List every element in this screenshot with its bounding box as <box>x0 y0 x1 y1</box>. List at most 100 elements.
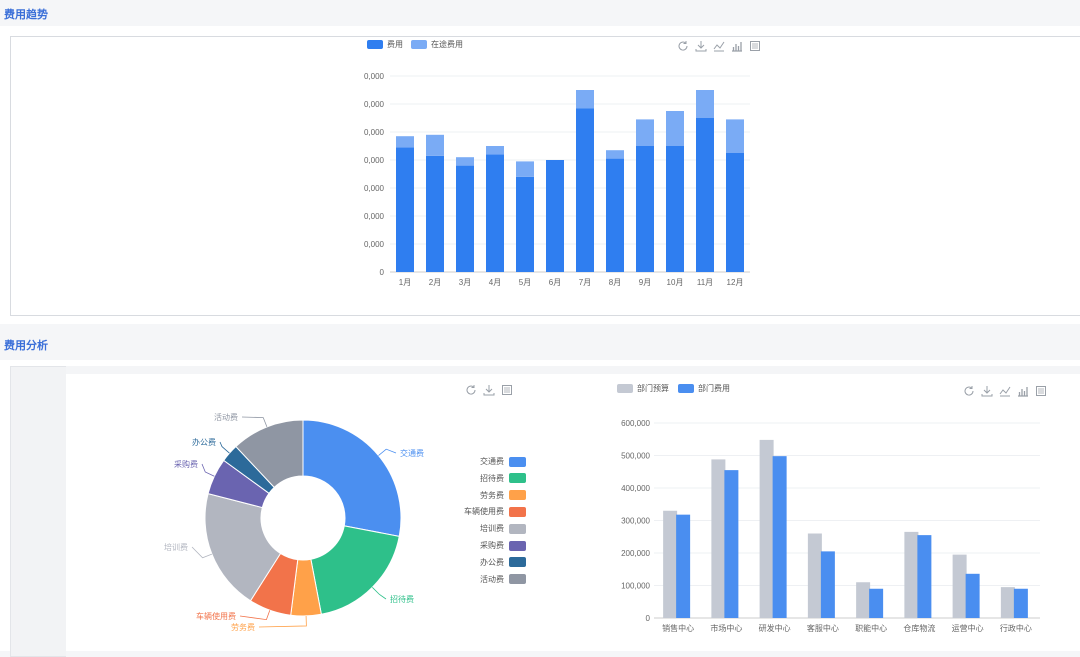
pie-legend-item[interactable]: 招待费 <box>458 473 526 484</box>
legend-dept-expense[interactable]: 部门费用 <box>678 383 730 394</box>
x-tick-label: 运营中心 <box>952 623 984 633</box>
x-tick-label: 销售中心 <box>662 623 694 633</box>
budget-bar <box>856 582 871 618</box>
download-icon[interactable] <box>695 40 707 52</box>
refresh-icon[interactable] <box>963 385 975 397</box>
pie-legend-swatch <box>509 574 526 585</box>
line-chart-icon[interactable] <box>713 40 725 52</box>
legend-in-transit[interactable]: 在途费用 <box>411 39 463 50</box>
expense-bar <box>666 146 684 272</box>
data-view-icon[interactable] <box>749 40 761 52</box>
pie-legend-label: 劳务费 <box>480 490 504 500</box>
pie-slice-label: 采购费 <box>174 459 198 469</box>
expense-bar <box>576 108 594 272</box>
refresh-icon[interactable] <box>677 40 689 52</box>
download-icon[interactable] <box>483 384 495 396</box>
trend-section-title: 费用趋势 <box>4 9 48 21</box>
pie-legend-swatch <box>509 490 526 501</box>
x-tick-label: 2月 <box>429 278 441 287</box>
y-tick-label: 200,000 <box>621 549 650 558</box>
pie-legend-item[interactable]: 交通费 <box>458 456 526 467</box>
budget-bar <box>904 531 919 618</box>
expense-bar <box>516 176 534 272</box>
dept-toolbox <box>963 385 1047 397</box>
y-tick-label: 0,000 <box>364 128 385 137</box>
pie-slice-label: 招待费 <box>390 594 414 604</box>
pie-legend-item[interactable]: 采购费 <box>458 540 526 551</box>
legend-budget[interactable]: 部门预算 <box>617 383 669 394</box>
pie-legend-swatch <box>509 473 526 484</box>
y-tick-label: 0,000 <box>364 240 385 249</box>
in-transit-bar <box>606 150 624 159</box>
dept-expense-bar <box>772 456 787 618</box>
data-view-icon[interactable] <box>1035 385 1047 397</box>
pie-legend-label: 招待费 <box>480 473 504 483</box>
expense-bar <box>396 147 414 272</box>
in-transit-bar <box>486 146 504 155</box>
x-tick-label: 3月 <box>459 278 471 287</box>
x-tick-label: 4月 <box>489 278 501 287</box>
dept-expense-bar <box>820 551 835 618</box>
pie-label-line <box>201 463 215 477</box>
pie-legend-item[interactable]: 车辆使用费 <box>458 506 526 517</box>
y-tick-label: 0,000 <box>364 156 385 165</box>
y-tick-label: 400,000 <box>621 484 650 493</box>
x-tick-label: 客服中心 <box>807 623 839 633</box>
pie-label-line <box>372 587 387 600</box>
legend-budget-swatch <box>617 384 633 393</box>
analysis-section-title: 费用分析 <box>4 340 48 352</box>
in-transit-bar <box>456 157 474 166</box>
legend-expense[interactable]: 费用 <box>367 39 403 50</box>
pie-legend-label: 交通费 <box>480 457 504 466</box>
pie-slice-label: 交通费 <box>400 448 424 458</box>
data-view-icon[interactable] <box>501 384 513 396</box>
pie-slice <box>235 419 304 489</box>
pie-slice <box>310 525 400 615</box>
pie-legend-swatch <box>509 456 526 467</box>
pie-legend-item[interactable]: 劳务费 <box>458 490 526 501</box>
in-transit-bar <box>426 134 444 156</box>
y-tick-label: 0,000 <box>364 184 385 193</box>
y-tick-label: 500,000 <box>621 452 650 461</box>
budget-bar <box>807 533 822 618</box>
x-tick-label: 研发中心 <box>759 623 791 633</box>
analysis-left-strip <box>10 366 66 657</box>
trend-bar-chart: 0 0,000 0,000 0,000 0,000 0,000 0,000 0,000 1月 2月… <box>364 72 750 287</box>
pie-legend-swatch <box>509 523 526 534</box>
pie-legend-item[interactable]: 培训费 <box>458 523 526 534</box>
pie-slice-label: 培训费 <box>164 542 188 552</box>
pie-label-line <box>241 416 268 428</box>
expense-bar <box>636 146 654 272</box>
refresh-icon[interactable] <box>465 384 477 396</box>
bar-chart-icon[interactable] <box>1017 385 1029 397</box>
bar-chart-icon[interactable] <box>731 40 743 52</box>
pie-legend-label: 办公费 <box>480 557 504 567</box>
y-tick-label: 0,000 <box>364 100 385 109</box>
expense-bar <box>546 160 564 272</box>
pie-legend-item[interactable]: 活动费 <box>458 574 526 585</box>
pie-slice-label: 车辆使用费 <box>196 611 236 621</box>
pie-legend-item[interactable]: 办公费 <box>458 557 526 568</box>
expense-bar <box>606 158 624 272</box>
line-chart-icon[interactable] <box>999 385 1011 397</box>
dept-expense-bar <box>965 573 980 618</box>
y-tick-label: 300,000 <box>621 517 650 526</box>
x-tick-label: 市场中心 <box>710 623 742 633</box>
in-transit-bar <box>666 111 684 146</box>
pie-label-line <box>258 615 307 628</box>
download-icon[interactable] <box>981 385 993 397</box>
pie-label-line <box>191 546 213 559</box>
legend-dept-expense-label: 部门费用 <box>698 384 730 393</box>
budget-bar <box>1000 587 1015 618</box>
x-tick-label: 职能中心 <box>855 623 887 633</box>
expense-bar <box>486 154 504 272</box>
pie-label-line <box>239 610 271 621</box>
analysis-divider-strip <box>66 366 1080 374</box>
y-tick-label: 100,000 <box>621 582 650 591</box>
dept-expense-bar <box>869 588 884 618</box>
dept-expense-bar <box>1013 588 1028 618</box>
in-transit-bar <box>636 119 654 146</box>
pie-slice-label: 活动费 <box>214 412 238 422</box>
pie-legend-label: 车辆使用费 <box>464 507 504 517</box>
